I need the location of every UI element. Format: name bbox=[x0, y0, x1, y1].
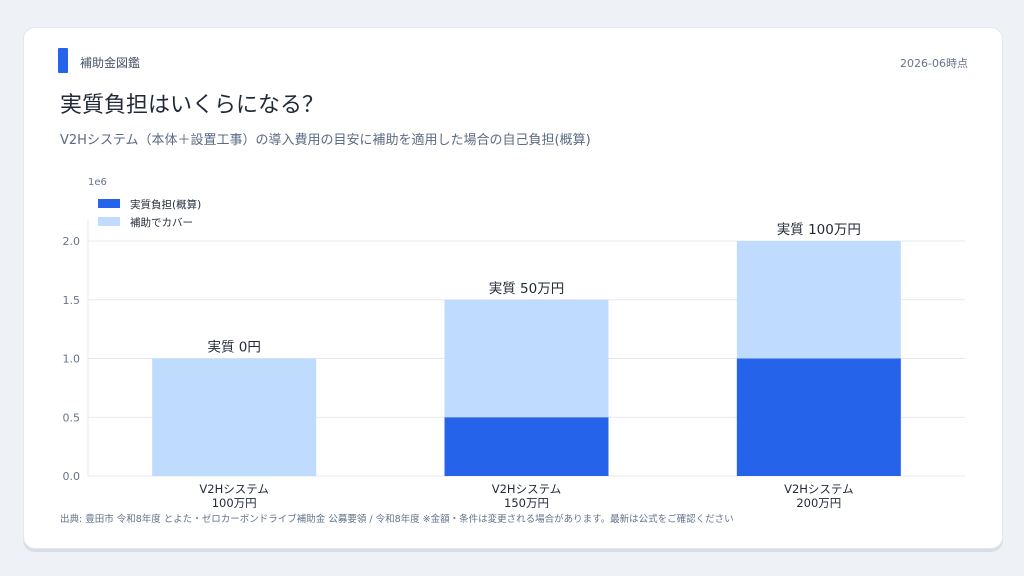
legend-label: 補助でカバー bbox=[130, 216, 193, 229]
x-tick-label: 150万円 bbox=[504, 496, 549, 508]
bar-value-label: 実質 100万円 bbox=[777, 222, 861, 238]
x-tick-label: 100万円 bbox=[212, 496, 257, 508]
y-tick-label: 0.5 bbox=[63, 411, 81, 424]
legend-swatch bbox=[98, 199, 120, 208]
y-offset-label: 1e6 bbox=[88, 177, 107, 188]
bar-value-label: 実質 0円 bbox=[207, 340, 260, 356]
x-tick-label: V2Hシステム bbox=[492, 482, 562, 496]
brand-label: 補助金図鑑 bbox=[80, 56, 141, 70]
bar-segment-self-burden bbox=[736, 358, 901, 476]
bar-segment-subsidy bbox=[152, 358, 317, 476]
bar-value-label: 実質 50万円 bbox=[489, 281, 564, 297]
source-footnote: 出典: 豊田市 令和8年度 とよた・ゼロカーボンドライブ補助金 公募要領 / 令… bbox=[60, 514, 734, 525]
page-title: 実質負担はいくらになる？ bbox=[60, 93, 325, 118]
legend-label: 実質負担(概算) bbox=[130, 198, 201, 211]
bar-segment-subsidy bbox=[444, 299, 609, 418]
x-tick-label: V2Hシステム bbox=[199, 482, 269, 496]
y-tick-label: 2.0 bbox=[63, 235, 81, 248]
date-label: 2026-06時点 bbox=[900, 57, 968, 70]
y-tick-label: 1.0 bbox=[63, 353, 81, 366]
chart-card: 補助金図鑑 2026-06時点 実質負担はいくらになる？ V2Hシステム（本体＋… bbox=[23, 27, 1003, 549]
bar-segment-self-burden bbox=[444, 417, 609, 476]
x-tick-label: 200万円 bbox=[796, 496, 841, 508]
y-tick-label: 1.5 bbox=[63, 294, 81, 307]
legend-swatch bbox=[98, 217, 120, 226]
page-subtitle: V2Hシステム（本体＋設置工事）の導入費用の目安に補助を適用した場合の自己負担(… bbox=[60, 133, 591, 148]
bar-segment-subsidy bbox=[736, 241, 901, 359]
y-tick-label: 0.0 bbox=[63, 470, 81, 483]
x-tick-label: V2Hシステム bbox=[784, 482, 854, 496]
accent-bar bbox=[58, 48, 68, 73]
